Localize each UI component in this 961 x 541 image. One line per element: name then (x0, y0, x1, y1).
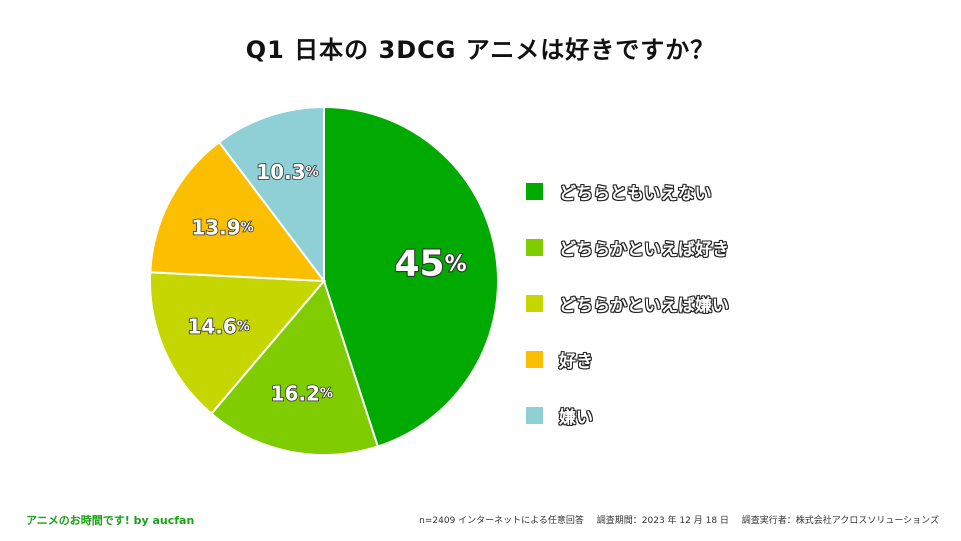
surveyor: 調査実行者：株式会社アクロスソリューションズ (741, 516, 939, 526)
pie-slice (323, 105, 500, 448)
percent-sign: % (306, 165, 319, 180)
legend-label: どちらかといえば好き (559, 239, 729, 260)
pie-slice (217, 105, 325, 284)
legend-item: どちらかといえば嫌い (526, 275, 729, 331)
legend-swatch (526, 238, 543, 256)
survey-method: n=2409 インターネットによる任意回答 (419, 516, 584, 526)
legend: どちらともいえない どちらかといえば好き どちらかといえば嫌い 好き嫌い (526, 163, 729, 443)
percent-sign: % (445, 252, 467, 277)
survey-period: 調査期間：2023 年 12 月 18 日 (596, 516, 729, 526)
pie-slice (210, 278, 380, 456)
pie-slice (149, 140, 327, 283)
legend-label: どちらかといえば嫌い (559, 295, 729, 316)
survey-info: n=2409 インターネットによる任意回答 調査期間：2023 年 12 月 1… (409, 513, 939, 526)
legend-item: どちらかといえば好き (526, 219, 729, 275)
legend-label: 嫌い (559, 407, 593, 428)
legend-item: 好き (526, 331, 729, 387)
brand-label: アニメのお時間です! by aucfan (26, 514, 195, 527)
chart-title: Q1 日本の 3DCG アニメは好きですか？ (245, 36, 716, 64)
percent-sign: % (320, 386, 333, 401)
percent-sign: % (237, 319, 250, 334)
legend-item: 嫌い (526, 387, 729, 443)
legend-swatch (526, 350, 543, 368)
legend-label: どちらともいえない (559, 183, 712, 204)
pie-slice (149, 271, 327, 416)
legend-swatch (526, 294, 543, 312)
legend-swatch (526, 182, 543, 200)
legend-item: どちらともいえない (526, 163, 729, 219)
legend-swatch (526, 406, 543, 424)
legend-label: 好き (559, 351, 593, 372)
percent-sign: % (241, 220, 254, 235)
